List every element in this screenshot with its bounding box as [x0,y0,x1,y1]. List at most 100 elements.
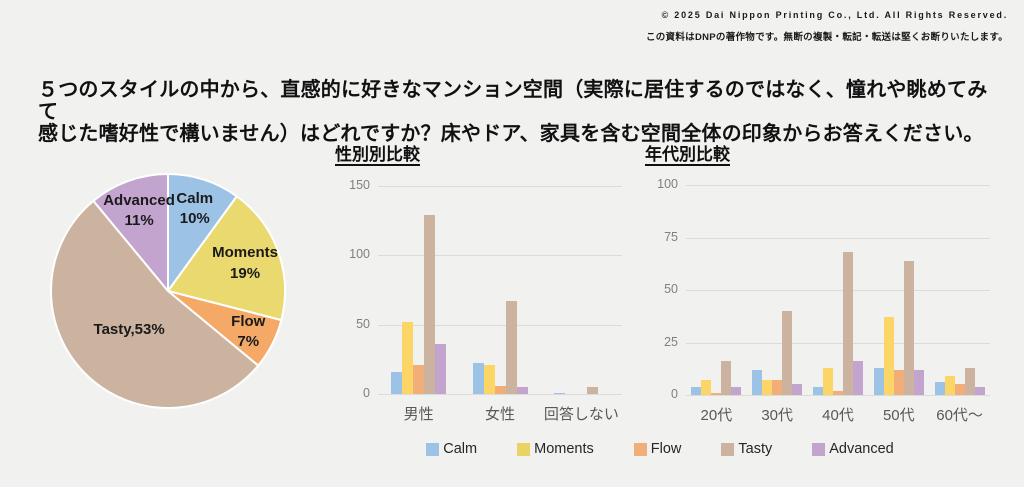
legend-swatch-flow [633,442,647,456]
y-axis-tick-150: 150 [349,178,370,192]
legend-item-calm: Calm [426,441,477,457]
legend-swatch-moments [517,442,531,456]
copyright-line2: この資料はDNPの著作物です。無断の複製・転記・転送は堅くお断りいたします。 [645,32,1008,43]
bar-advanced-60代〜 [974,387,985,395]
age-chart-title: 年代別比較 [645,145,730,164]
gender-comparison-bar-chart: 性別別比較 0 50 100 150 男性 女性 回答しない [330,138,630,438]
chart-legend: Calm Moments Flow Tasty Advanced [300,441,1020,457]
legend-item-tasty: Tasty [721,441,772,457]
gridline-75 [686,237,990,239]
bar-group-20代 [691,185,742,395]
bar-advanced-20代 [731,387,742,395]
bar-calm-30代 [752,370,763,395]
legend-label-calm: Calm [443,441,478,457]
bar-flow-40代 [833,391,843,395]
bar-advanced-40代 [853,361,863,395]
pie-svg [50,173,286,409]
y-axis-tick-0: 0 [671,387,678,401]
gridline-0 [378,394,622,395]
y-axis-tick-75: 75 [664,229,678,244]
legend-item-moments: Moments [517,441,594,457]
bar-calm-女性 [472,363,484,394]
bar-group-30代 [752,185,803,395]
bar-flow-50代 [893,370,904,395]
legend-label-moments: Moments [534,441,594,457]
legend-item-advanced: Advanced [812,441,894,457]
legend-label-tasty: Tasty [738,441,773,457]
bar-tasty-30代 [782,311,793,395]
bar-tasty-女性 [505,301,517,394]
bar-moments-女性 [483,365,495,394]
bar-flow-30代 [772,380,783,395]
bar-group-50代 [873,185,924,395]
bar-advanced-男性 [435,344,447,394]
bar-tasty-60代〜 [964,368,975,395]
bar-calm-60代〜 [934,382,945,395]
bar-tasty-50代 [903,261,914,395]
copyright-line1: © 2025 Dai Nippon Printing Co., Ltd. All… [661,10,1008,20]
bar-flow-60代〜 [954,384,965,395]
bar-advanced-30代 [792,384,803,395]
y-axis-tick-0: 0 [363,386,370,400]
bar-calm-回答しない [553,393,565,394]
x-axis-label-回答しない: 回答しない [543,406,619,423]
x-axis-label-男性: 男性 [403,406,434,423]
y-axis-tick-50: 50 [664,282,678,296]
bar-moments-20代 [701,380,712,395]
bar-flow-20代 [711,393,722,395]
gridline-100 [378,255,622,257]
question-line1: ５つのスタイルの中から、直感的に好きなマンション空間（実際に居住するのではなく、… [38,79,988,123]
legend-item-flow: Flow [633,441,682,457]
x-axis-label-60代〜: 60代〜 [936,407,983,424]
gridline-25 [686,342,990,344]
bar-tasty-回答しない [586,387,598,394]
bar-moments-男性 [402,322,414,394]
legend-label-flow: Flow [650,441,682,457]
legend-swatch-calm [426,442,440,456]
bar-tasty-40代 [843,252,853,395]
bar-calm-50代 [873,368,884,395]
gridline-0 [686,395,990,396]
pie-slice-moments [167,195,286,322]
legend-swatch-tasty [721,442,735,456]
bar-moments-60代〜 [944,376,955,395]
bar-calm-40代 [813,387,823,395]
bar-group-40代 [813,185,863,395]
bar-tasty-男性 [424,215,436,394]
x-axis-label-50代: 50代 [882,407,915,424]
bar-calm-20代 [691,387,702,395]
y-axis-tick-100: 100 [657,177,678,191]
bar-moments-30代 [762,380,773,395]
bar-group-男性 [391,186,447,394]
gridline-100 [686,185,990,186]
y-axis-tick-100: 100 [349,247,370,262]
age-comparison-bar-chart: 年代別比較 0 25 50 75 100 20代 30代 40代 50代 60代〜 [630,138,1024,438]
x-axis-label-女性: 女性 [484,406,515,423]
y-axis-tick-25: 25 [664,334,678,349]
bar-tasty-20代 [721,361,732,395]
pie-slice-advanced [92,173,169,292]
gridline-50 [686,290,990,291]
gridline-150 [378,186,622,187]
bar-flow-男性 [413,365,425,394]
bar-moments-40代 [823,368,833,395]
bar-flow-女性 [494,386,506,394]
y-axis-tick-50: 50 [356,316,370,331]
question-heading: ５つのスタイルの中から、直感的に好きなマンション空間（実際に居住するのではなく、… [38,79,1003,145]
bar-group-60代〜 [934,185,985,395]
gridline-50 [378,324,622,326]
bar-advanced-女性 [516,387,528,394]
bar-advanced-50代 [913,370,924,395]
x-axis-label-40代: 40代 [822,407,854,424]
bar-moments-50代 [883,317,894,395]
legend-swatch-advanced [812,442,826,456]
question-line2: 感じた嗜好性で構いません）はどれですか？床やドア、家具を含む空間全体の印象からお… [38,123,984,145]
bar-calm-男性 [391,372,403,394]
bar-group-回答しない [553,186,609,394]
legend-label-advanced: Advanced [829,441,894,457]
gender-chart-title: 性別別比較 [335,145,420,164]
pie-slice-tasty [50,199,260,409]
style-preference-pie-chart: Calm 10% Moments 19% Flow 7% Tasty,53% Advanced… [38,161,298,421]
copyright-block: © 2025 Dai Nippon Printing Co., Ltd. All… [646,10,1008,43]
